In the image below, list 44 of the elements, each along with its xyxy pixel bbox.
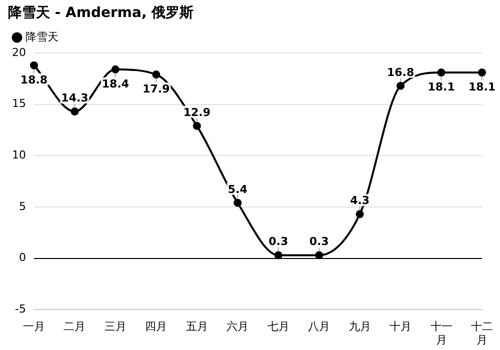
x-tick-label: 七月 — [267, 320, 290, 334]
point — [234, 198, 242, 207]
y-tick-label: 10 — [12, 148, 26, 162]
point — [478, 68, 486, 76]
point — [30, 61, 38, 70]
data-label: 18.1 — [468, 80, 496, 94]
point — [356, 210, 364, 218]
data-label: 5.4 — [228, 182, 248, 196]
data-label: 12.9 — [183, 106, 210, 119]
point — [111, 65, 120, 74]
data-label: 4.3 — [350, 194, 370, 208]
point — [437, 68, 446, 76]
y-tick-label: 5 — [18, 200, 26, 213]
x-tick-label: 四月 — [145, 320, 168, 334]
point — [274, 251, 282, 260]
x-tick-label: 二月 — [64, 320, 86, 334]
point — [396, 82, 405, 90]
y-tick-label: 0 — [18, 251, 26, 264]
data-label: 18.8 — [20, 73, 48, 86]
y-tick-label: -5 — [15, 302, 26, 316]
data-label: 18.1 — [428, 80, 455, 94]
data-label: 16.8 — [386, 66, 414, 79]
x-tick-label: 十月 — [390, 320, 412, 334]
point — [192, 122, 201, 130]
data-label: 14.3 — [61, 92, 88, 105]
x-tick-label: 九月 — [348, 320, 371, 334]
x-tick-label: 五月 — [186, 320, 208, 334]
chart-title: 降雪天 - Amderma, 俄罗斯 — [8, 4, 194, 22]
point — [315, 251, 324, 260]
x-tick-label: 十二月 — [471, 320, 493, 346]
point — [152, 70, 160, 79]
y-tick-label: 20 — [12, 46, 26, 59]
point — [70, 108, 79, 116]
x-tick-label: 一月 — [22, 320, 45, 334]
x-tick-label: 六月 — [226, 320, 249, 334]
x-tick-label: 十一月 — [430, 320, 452, 346]
legend-label: 降雪天 — [26, 30, 58, 44]
data-label: 17.9 — [142, 82, 170, 96]
data-label: 0.3 — [309, 235, 329, 248]
data-label: 18.4 — [102, 77, 130, 90]
data-label: 0.3 — [268, 235, 288, 248]
x-tick-label: 三月 — [104, 320, 126, 334]
x-tick-label: 八月 — [308, 320, 330, 334]
y-tick-label: 15 — [12, 97, 26, 110]
